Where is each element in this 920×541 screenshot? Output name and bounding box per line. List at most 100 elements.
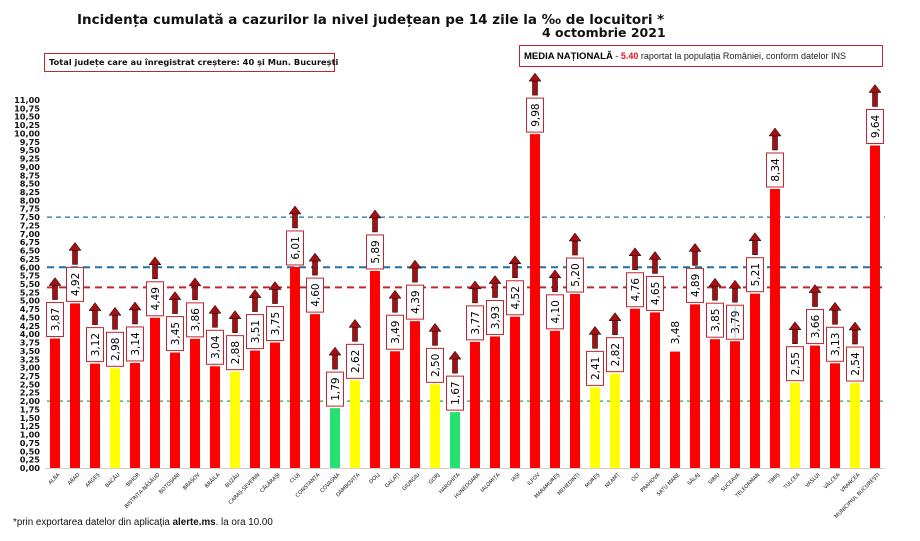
value-label-text: 2,50 — [430, 354, 442, 377]
value-label-box — [806, 309, 824, 345]
value-label-box — [606, 337, 624, 373]
value-label-box — [266, 306, 284, 342]
value-label-text: 3,48 — [670, 321, 682, 344]
value-label-text: 2,55 — [790, 352, 802, 375]
increase-arrow-icon — [312, 259, 318, 276]
value-label: 3,04 — [206, 304, 224, 365]
bar — [230, 371, 240, 468]
value-label-text: 4,39 — [410, 290, 422, 313]
value-label: 1,67 — [446, 350, 464, 411]
increase-arrow-icon — [272, 288, 278, 304]
y-tick-label: 10,50 — [14, 112, 40, 122]
increase-arrow-icon — [492, 282, 498, 298]
national-average-box: MEDIA NAȚIONALĂ - 5.40 raportat la popul… — [519, 45, 883, 67]
increase-arrow-head-icon — [228, 310, 242, 319]
value-label: 3,13 — [826, 301, 844, 362]
increase-arrow-head-icon — [868, 84, 882, 93]
value-label-text: 3,12 — [90, 333, 102, 356]
increase-arrow-head-icon — [568, 232, 582, 242]
bar — [70, 303, 80, 468]
bar — [870, 145, 880, 469]
value-label: 4,52 — [506, 255, 524, 316]
increase-arrow-icon — [52, 284, 58, 300]
x-tick-label: SĂLAJ — [686, 471, 702, 487]
increase-arrow-icon — [232, 317, 238, 333]
increase-arrow-icon — [872, 91, 878, 107]
value-label: 2,50 — [426, 322, 444, 383]
value-label: 3,12 — [86, 302, 104, 363]
y-tick-label: 2,00 — [20, 396, 41, 406]
value-label: 3,66 — [806, 284, 824, 345]
increase-arrow-icon — [332, 353, 338, 370]
value-label-text: 4,89 — [690, 274, 702, 297]
increase-arrow-head-icon — [168, 291, 182, 300]
value-label: 3,85 — [706, 277, 724, 338]
value-label-box — [166, 316, 184, 352]
value-label-text: 4,60 — [310, 283, 322, 306]
value-label-text: 3,49 — [390, 321, 402, 344]
increase-arrow-icon — [292, 212, 298, 229]
bar — [790, 382, 800, 468]
value-label-box — [46, 302, 64, 338]
increase-arrow-icon — [252, 296, 258, 312]
bar — [510, 316, 520, 468]
value-label-box — [66, 266, 84, 302]
value-label-text: 3,86 — [190, 308, 202, 332]
y-tick-label: 1,75 — [20, 404, 41, 414]
value-label: 3,51 — [246, 289, 264, 350]
y-tick-label: 4,25 — [20, 321, 41, 331]
value-label: 5,21 — [746, 232, 764, 293]
y-tick-label: 8,00 — [20, 195, 41, 205]
bar — [430, 384, 440, 468]
increase-arrow-head-icon — [688, 242, 702, 252]
value-label-box — [626, 272, 644, 308]
value-label: 3,49 — [386, 289, 404, 350]
value-label: 4,76 — [626, 247, 644, 308]
value-label-text: 5,20 — [570, 263, 582, 286]
y-tick-label: 6,75 — [20, 237, 41, 247]
bar — [570, 294, 580, 468]
x-tick-label: IALOMIȚA — [480, 472, 502, 494]
value-label-text: 4,10 — [550, 300, 562, 323]
value-label: 1,79 — [326, 346, 344, 407]
increase-arrow-head-icon — [368, 209, 382, 219]
footnote-app: alerte.ms — [172, 517, 216, 528]
increase-arrow-head-icon — [108, 306, 122, 316]
increase-arrow-icon — [352, 326, 358, 342]
x-tick-label: OLT — [630, 472, 641, 483]
increase-arrow-head-icon — [768, 127, 782, 137]
value-label-box — [826, 326, 844, 362]
value-label-text: 3,13 — [830, 333, 842, 356]
increase-arrow-head-icon — [448, 350, 462, 360]
value-label: 3,14 — [126, 301, 144, 362]
value-label-box — [366, 234, 384, 270]
increase-arrow-head-icon — [88, 302, 102, 311]
x-tick-label: BRAȘOV — [182, 472, 202, 492]
y-tick-label: 6,00 — [20, 262, 41, 272]
x-tick-label: BRĂILA — [203, 471, 222, 490]
increase-arrow-head-icon — [708, 277, 722, 287]
increase-arrow-head-icon — [48, 277, 62, 286]
increase-arrow-head-icon — [828, 301, 842, 311]
bar — [610, 373, 620, 468]
bar — [210, 366, 220, 468]
bar — [630, 308, 640, 468]
bar — [530, 134, 540, 468]
increase-arrow-icon — [452, 357, 458, 374]
bar — [830, 363, 840, 468]
value-label-box — [326, 371, 344, 407]
bar — [110, 368, 120, 468]
value-label: 3,77 — [466, 280, 484, 341]
value-label: 4,65 — [646, 251, 664, 311]
y-tick-label: 10,00 — [14, 128, 40, 138]
increase-arrow-icon — [432, 330, 438, 346]
increase-arrow-icon — [412, 266, 418, 283]
national-average-suffix: raportat la populația României, conform … — [638, 51, 846, 61]
increase-arrow-icon — [552, 276, 558, 293]
increase-arrow-icon — [512, 262, 518, 279]
national-average-value: 5.40 — [620, 51, 639, 61]
increase-arrow-head-icon — [68, 241, 82, 251]
value-label-box — [766, 152, 784, 188]
increase-arrow-icon — [792, 328, 798, 344]
